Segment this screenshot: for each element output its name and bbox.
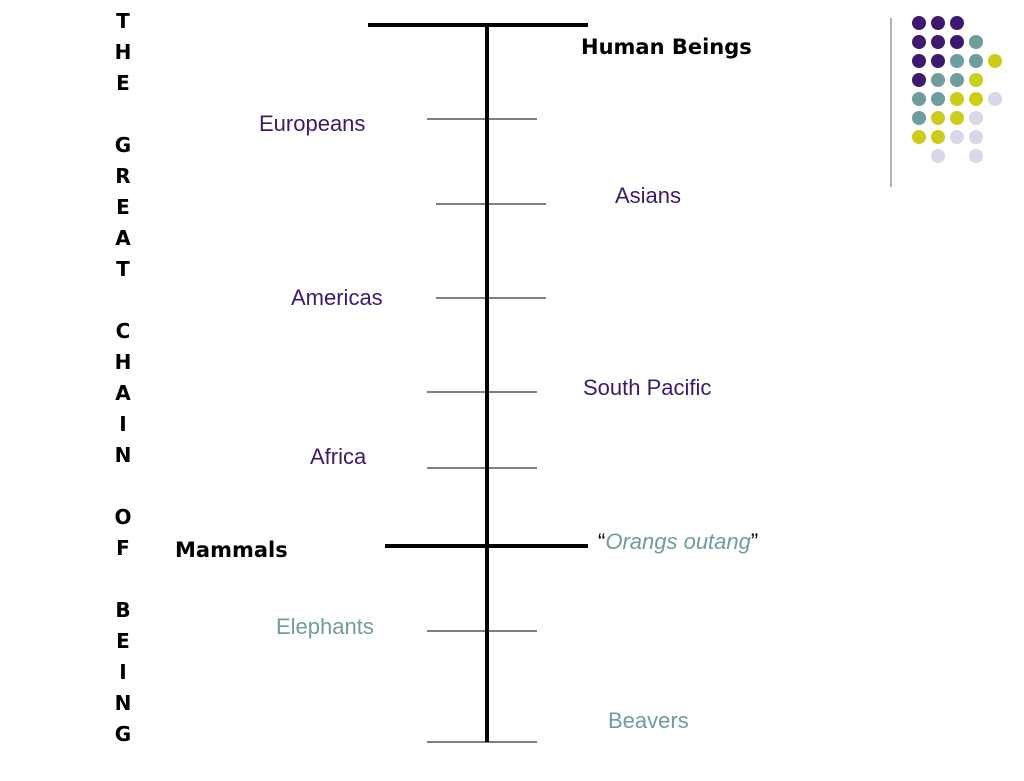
title-letter: G [114,722,132,746]
title-letter: E [116,195,130,219]
title-letter: T [116,9,130,33]
dot [931,92,945,106]
dot [931,73,945,87]
dot [950,35,964,49]
dot [988,92,1002,106]
dot [988,54,1002,68]
dot [912,111,926,125]
title-letter: A [115,226,131,250]
title-letter: R [115,164,131,188]
title-letter: O [114,505,132,529]
group-label: South Pacific [583,375,712,400]
quote: ” [750,529,759,554]
title-letter: A [115,381,131,405]
dot [931,130,945,144]
group-label: Europeans [259,111,366,136]
dot [931,16,945,30]
title-letter: H [114,40,132,64]
title-letter: H [114,350,132,374]
dot [969,54,983,68]
title-letter: N [114,443,132,467]
dot [912,54,926,68]
dot [950,92,964,106]
quote: “ [598,529,606,554]
dot [969,35,983,49]
animal-label: Elephants [276,614,374,639]
orang-name: Orangs outang [605,529,751,554]
dot [912,35,926,49]
top-label: Human Beings [581,35,752,59]
title-letter: E [116,71,130,95]
dot [950,16,964,30]
title-letter: N [114,691,132,715]
dot [912,16,926,30]
dot [969,73,983,87]
dot [969,92,983,106]
title-letter: E [116,629,130,653]
title-letter: G [114,133,132,157]
group-label: Africa [310,444,367,469]
dot [969,149,983,163]
title-letter: I [119,660,127,684]
dot [931,35,945,49]
dot [950,111,964,125]
mammals-label: Mammals [175,538,288,562]
group-label: Americas [291,285,383,310]
dot [912,130,926,144]
dot [950,130,964,144]
title-letter: F [116,536,130,560]
title-letter: B [115,598,131,622]
dot [969,130,983,144]
dot [931,149,945,163]
dot [931,111,945,125]
group-label: Asians [615,183,682,208]
dot-pattern [912,16,1002,163]
dot [969,111,983,125]
dot [931,54,945,68]
dot [912,92,926,106]
title-letter: C [115,319,131,343]
animal-label: Beavers [608,708,689,733]
orang-label: “Orangs outang” [598,529,758,555]
title-letter: T [116,257,130,281]
dot [950,54,964,68]
chain-lines [368,23,588,743]
dot [950,73,964,87]
title-letter: I [119,412,127,436]
dot [912,73,926,87]
